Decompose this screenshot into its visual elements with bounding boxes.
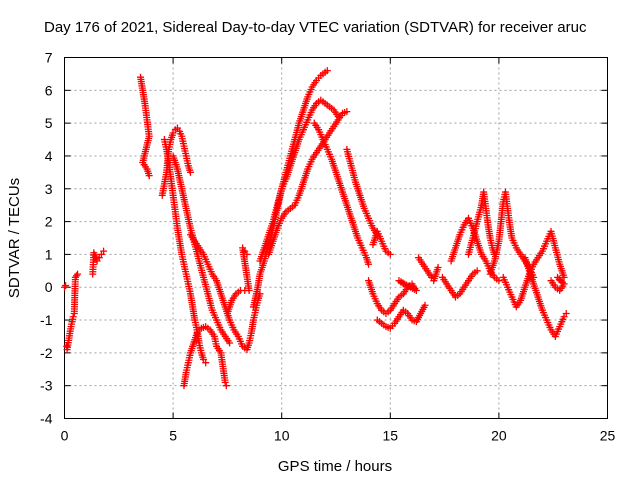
- y-tick-label: 0: [45, 279, 53, 295]
- data-point: [399, 280, 407, 288]
- series-arc-m: [310, 119, 373, 268]
- data-point: [72, 272, 80, 280]
- data-point: [186, 168, 194, 176]
- x-axis-title: GPS time / hours: [278, 458, 392, 475]
- y-tick-label: -4: [40, 411, 53, 427]
- series-arc-b: [89, 247, 108, 278]
- data-point: [421, 301, 429, 309]
- data-point: [558, 278, 566, 286]
- data-point: [365, 260, 373, 268]
- data-point: [560, 273, 568, 281]
- series-arc-o: [369, 227, 394, 258]
- data-points: [61, 67, 570, 390]
- x-tick-label: 15: [383, 428, 399, 444]
- y-tick-label: 5: [45, 115, 53, 131]
- series-arc-n: [343, 145, 381, 239]
- data-point: [243, 250, 251, 258]
- series-arc-q: [373, 301, 429, 332]
- series-arc-a: [61, 270, 82, 354]
- data-point: [434, 264, 442, 272]
- y-tick-label: -1: [40, 312, 53, 328]
- data-point: [323, 67, 331, 75]
- x-tick-label: 10: [274, 428, 290, 444]
- data-point: [222, 382, 230, 390]
- y-tick-label: 3: [45, 181, 53, 197]
- series-arc-g: [180, 323, 230, 390]
- data-point: [343, 108, 351, 116]
- data-point: [557, 277, 565, 285]
- series-arc-i: [223, 244, 253, 317]
- x-tick-label: 5: [169, 428, 177, 444]
- y-tick-label: -3: [40, 378, 53, 394]
- series-arc-f: [169, 152, 234, 347]
- series-arc-p: [365, 277, 420, 317]
- series-arc-c: [137, 73, 153, 180]
- data-point: [473, 267, 481, 275]
- series-arc-y: [547, 273, 568, 295]
- data-point: [221, 378, 229, 386]
- y-tick-label: 7: [45, 50, 53, 66]
- x-tick-labels: 0 5 10 15 20 25: [61, 428, 616, 444]
- x-tick-label: 0: [61, 428, 69, 444]
- data-point: [145, 172, 153, 180]
- y-tick-labels: -4 -3 -2 -1 0 1 2 3 4 5 6 7: [40, 50, 53, 427]
- grid: [64, 57, 608, 419]
- x-tick-label: 20: [491, 428, 507, 444]
- y-axis-title: SDTVAR / TECUs: [6, 178, 23, 298]
- data-point: [562, 309, 570, 317]
- y-tick-label: 6: [45, 82, 53, 98]
- data-point: [74, 270, 82, 278]
- y-tick-label: 2: [45, 214, 53, 230]
- series-arc-s: [438, 267, 481, 301]
- data-point: [61, 283, 68, 291]
- data-point: [202, 359, 210, 367]
- series-arc-e: [160, 136, 210, 367]
- series-arc-k: [256, 96, 342, 265]
- data-point: [495, 277, 503, 285]
- series-arc-x: [521, 254, 570, 340]
- data-point: [62, 282, 70, 290]
- plot-frame: [64, 57, 608, 419]
- data-point: [100, 247, 108, 255]
- series-arc-w: [499, 227, 568, 311]
- series-arc-r: [415, 254, 442, 285]
- y-tick-label: 4: [45, 148, 53, 164]
- y-tick-label: 1: [45, 246, 53, 262]
- y-tick-label: -2: [40, 345, 53, 361]
- data-point: [69, 313, 77, 321]
- data-point: [386, 250, 394, 258]
- chart-title: Day 176 of 2021, Sidereal Day-to-day VTE…: [44, 19, 587, 36]
- data-point: [226, 339, 234, 347]
- x-tick-label: 25: [600, 428, 616, 444]
